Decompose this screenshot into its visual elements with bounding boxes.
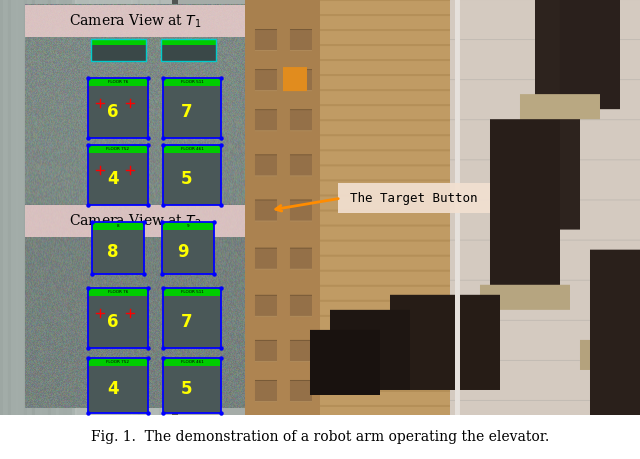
Text: Camera View at $T_1$: Camera View at $T_1$ bbox=[68, 12, 201, 30]
FancyBboxPatch shape bbox=[163, 145, 221, 153]
FancyBboxPatch shape bbox=[163, 358, 221, 413]
Text: Fig. 1.  The demonstration of a robot arm operating the elevator.: Fig. 1. The demonstration of a robot arm… bbox=[91, 430, 549, 444]
FancyBboxPatch shape bbox=[92, 222, 144, 230]
FancyBboxPatch shape bbox=[163, 78, 221, 138]
Text: 5: 5 bbox=[181, 381, 193, 398]
Text: 4: 4 bbox=[107, 381, 119, 398]
FancyBboxPatch shape bbox=[163, 145, 221, 205]
Text: 6: 6 bbox=[108, 313, 119, 331]
FancyBboxPatch shape bbox=[161, 39, 216, 45]
Text: 7: 7 bbox=[181, 103, 193, 121]
FancyBboxPatch shape bbox=[90, 39, 145, 45]
FancyBboxPatch shape bbox=[163, 288, 221, 296]
FancyBboxPatch shape bbox=[25, 5, 245, 37]
FancyBboxPatch shape bbox=[88, 358, 148, 413]
Text: Camera View at $T_2$: Camera View at $T_2$ bbox=[68, 213, 201, 230]
FancyBboxPatch shape bbox=[25, 205, 245, 237]
FancyBboxPatch shape bbox=[88, 145, 148, 153]
Text: FLOOR 752: FLOOR 752 bbox=[106, 360, 129, 364]
FancyBboxPatch shape bbox=[88, 145, 148, 205]
Text: The Target Button: The Target Button bbox=[350, 192, 477, 205]
FancyBboxPatch shape bbox=[163, 78, 221, 86]
Text: FLOOR 511: FLOOR 511 bbox=[180, 80, 204, 84]
FancyBboxPatch shape bbox=[162, 222, 214, 230]
Text: 4: 4 bbox=[107, 170, 119, 188]
FancyBboxPatch shape bbox=[88, 358, 148, 366]
Text: FLOOR 76: FLOOR 76 bbox=[108, 290, 128, 294]
Text: 8: 8 bbox=[116, 224, 119, 228]
Text: 7: 7 bbox=[181, 313, 193, 331]
FancyBboxPatch shape bbox=[88, 288, 148, 296]
FancyBboxPatch shape bbox=[90, 39, 145, 61]
Text: 5: 5 bbox=[181, 170, 193, 188]
FancyBboxPatch shape bbox=[88, 78, 148, 86]
Text: 9: 9 bbox=[187, 224, 189, 228]
Text: 8: 8 bbox=[108, 243, 119, 261]
Text: 9: 9 bbox=[177, 243, 189, 261]
FancyBboxPatch shape bbox=[162, 222, 214, 274]
FancyBboxPatch shape bbox=[163, 358, 221, 366]
Text: FLOOR 461: FLOOR 461 bbox=[180, 360, 204, 364]
FancyBboxPatch shape bbox=[92, 222, 144, 274]
Text: FLOOR 511: FLOOR 511 bbox=[180, 290, 204, 294]
FancyBboxPatch shape bbox=[163, 288, 221, 348]
FancyBboxPatch shape bbox=[161, 39, 216, 61]
Text: FLOOR 461: FLOOR 461 bbox=[180, 147, 204, 151]
FancyBboxPatch shape bbox=[88, 288, 148, 348]
FancyBboxPatch shape bbox=[338, 183, 490, 213]
Text: 6: 6 bbox=[108, 103, 119, 121]
Text: FLOOR 76: FLOOR 76 bbox=[108, 80, 128, 84]
Text: FLOOR 752: FLOOR 752 bbox=[106, 147, 129, 151]
FancyBboxPatch shape bbox=[88, 78, 148, 138]
